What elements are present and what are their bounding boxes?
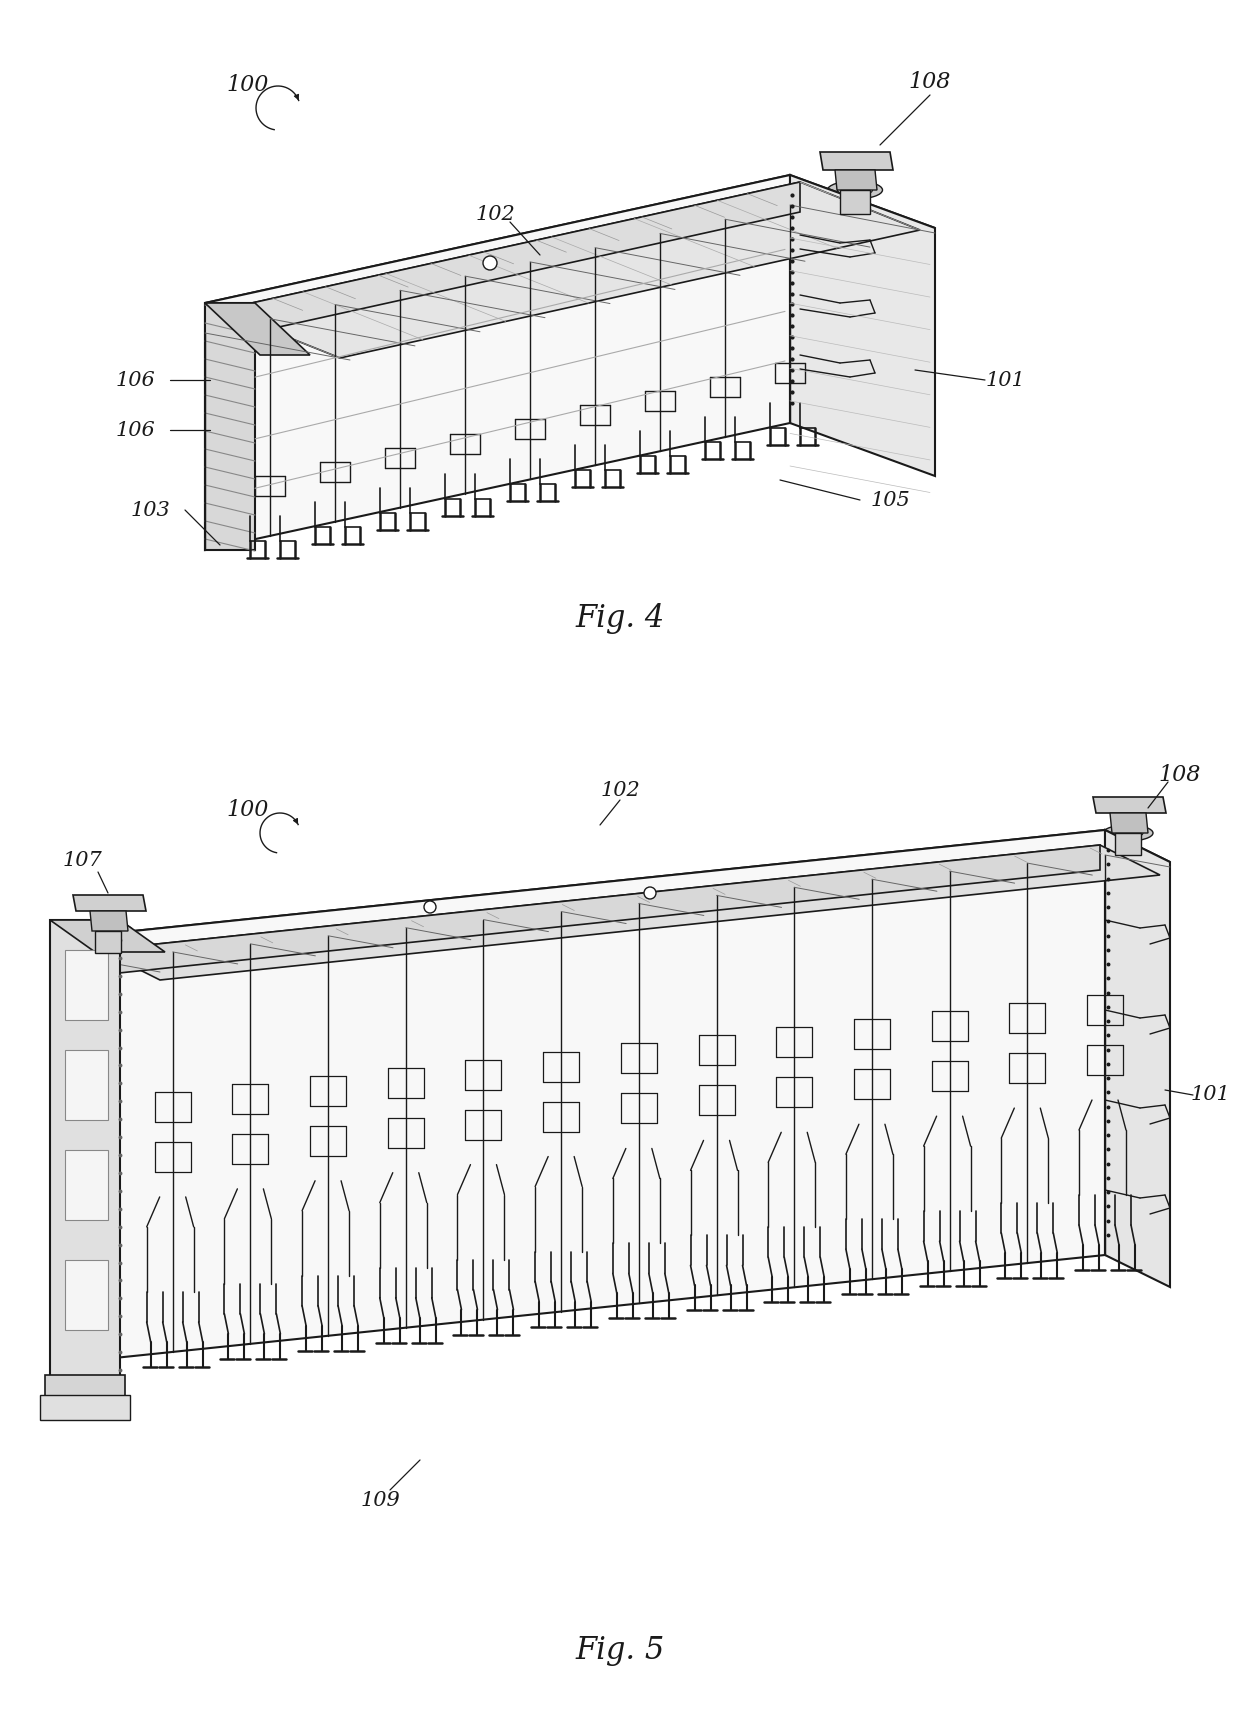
Ellipse shape xyxy=(1104,824,1153,842)
Ellipse shape xyxy=(95,948,120,957)
Polygon shape xyxy=(64,1260,108,1330)
Polygon shape xyxy=(219,182,920,358)
Polygon shape xyxy=(40,1396,130,1420)
Polygon shape xyxy=(820,151,893,170)
Polygon shape xyxy=(64,1150,108,1220)
Polygon shape xyxy=(45,1375,125,1399)
Ellipse shape xyxy=(93,926,123,936)
Polygon shape xyxy=(790,176,935,477)
Polygon shape xyxy=(1115,833,1141,855)
Polygon shape xyxy=(1110,812,1148,833)
Circle shape xyxy=(424,902,436,914)
Text: 101: 101 xyxy=(1190,1086,1230,1105)
Polygon shape xyxy=(835,170,877,189)
Ellipse shape xyxy=(839,219,870,231)
Polygon shape xyxy=(1092,797,1166,812)
Text: 105: 105 xyxy=(870,490,910,509)
Polygon shape xyxy=(100,845,1100,976)
Ellipse shape xyxy=(841,208,869,219)
Polygon shape xyxy=(219,182,800,341)
Text: 106: 106 xyxy=(115,420,155,439)
Ellipse shape xyxy=(835,207,875,222)
Text: 106: 106 xyxy=(115,370,155,389)
Polygon shape xyxy=(205,176,790,551)
Ellipse shape xyxy=(837,184,873,196)
Text: Fig. 5: Fig. 5 xyxy=(575,1635,665,1666)
Polygon shape xyxy=(100,845,1159,979)
Ellipse shape xyxy=(827,181,883,200)
Text: 108: 108 xyxy=(909,71,951,93)
Ellipse shape xyxy=(1114,828,1143,838)
Text: Fig. 4: Fig. 4 xyxy=(575,602,665,633)
Circle shape xyxy=(644,886,656,898)
Polygon shape xyxy=(95,830,1105,1360)
Polygon shape xyxy=(50,921,165,952)
Text: 102: 102 xyxy=(600,781,640,800)
Polygon shape xyxy=(73,895,146,910)
Text: 100: 100 xyxy=(227,799,269,821)
Text: 109: 109 xyxy=(360,1490,399,1509)
Text: 108: 108 xyxy=(1159,764,1202,786)
Ellipse shape xyxy=(1116,850,1140,859)
Text: 103: 103 xyxy=(130,501,170,520)
Polygon shape xyxy=(64,1050,108,1120)
Ellipse shape xyxy=(93,959,123,967)
Polygon shape xyxy=(1105,830,1171,1287)
Ellipse shape xyxy=(1114,860,1143,871)
Polygon shape xyxy=(95,830,1171,967)
Circle shape xyxy=(484,256,497,270)
Polygon shape xyxy=(205,303,255,551)
Text: 100: 100 xyxy=(227,74,269,96)
Text: 107: 107 xyxy=(62,850,102,869)
Polygon shape xyxy=(64,950,108,1021)
Ellipse shape xyxy=(83,922,133,940)
Polygon shape xyxy=(91,910,128,931)
Ellipse shape xyxy=(1109,848,1147,862)
Polygon shape xyxy=(839,189,870,213)
Polygon shape xyxy=(205,303,310,355)
Text: 101: 101 xyxy=(985,370,1025,389)
Polygon shape xyxy=(95,931,122,953)
Polygon shape xyxy=(50,921,120,1385)
Polygon shape xyxy=(205,176,935,355)
Text: 102: 102 xyxy=(475,205,515,224)
Ellipse shape xyxy=(89,947,126,960)
